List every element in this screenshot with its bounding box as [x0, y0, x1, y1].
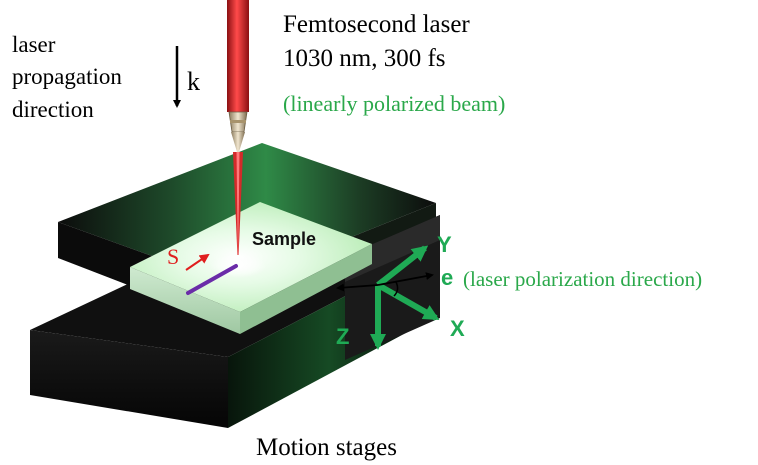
- polarization-arrow-left: [336, 283, 379, 292]
- polarization-symbol: e: [441, 265, 453, 290]
- wave-vector-symbol: k: [187, 67, 200, 96]
- coordinate-axes: Y X Z: [336, 232, 465, 350]
- polarization-description: (laser polarization direction): [463, 267, 702, 291]
- propagation-label-line3: direction: [12, 97, 94, 122]
- propagation-label-line2: propagation: [12, 64, 122, 89]
- y-axis-label: Y: [437, 232, 452, 257]
- laser-beam: [227, 0, 249, 255]
- sample-label: Sample: [252, 229, 316, 249]
- written-track: [186, 264, 238, 295]
- motion-stages-caption: Motion stages: [256, 434, 397, 461]
- polarization-arrow-right: [377, 272, 434, 286]
- propagation-annotation: laser propagation direction k: [12, 32, 200, 122]
- laser-polarization-note: (linearly polarized beam): [283, 91, 505, 116]
- scan-direction-label: S: [167, 244, 179, 269]
- laser-description: Femtosecond laser 1030 nm, 300 fs (linea…: [283, 11, 505, 116]
- y-axis-arrow: [376, 245, 429, 288]
- laser-title: Femtosecond laser: [283, 11, 470, 38]
- propagation-label-line1: laser: [12, 32, 56, 57]
- sample-plate: [130, 202, 372, 334]
- polarization-angle-arc: [393, 281, 399, 297]
- polarization-vector: e (laser polarization direction): [336, 265, 702, 297]
- laser-params: 1030 nm, 300 fs: [283, 45, 446, 72]
- z-axis-label: Z: [336, 324, 349, 349]
- scan-direction-arrow: [185, 253, 210, 271]
- x-axis-arrow: [376, 282, 440, 321]
- x-axis-label: X: [450, 316, 465, 341]
